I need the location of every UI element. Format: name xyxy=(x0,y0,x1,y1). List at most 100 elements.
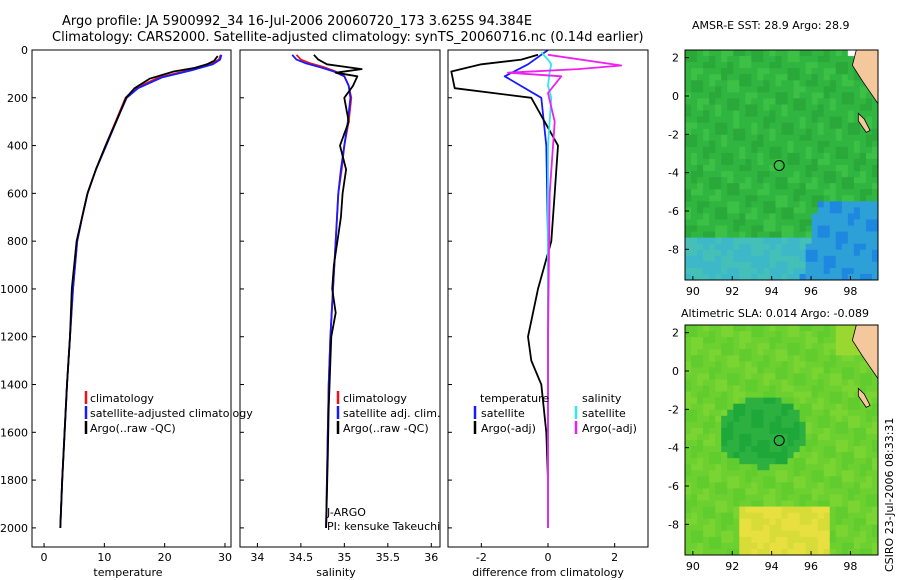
heatmap-cell xyxy=(823,261,831,269)
heatmap-cell xyxy=(703,171,710,178)
heatmap-cell xyxy=(691,379,698,387)
y-tick-label: -6 xyxy=(668,205,679,218)
heatmap-cell xyxy=(727,152,734,160)
heatmap-cell xyxy=(787,225,795,233)
heatmap-cell xyxy=(727,225,734,233)
heatmap-cell xyxy=(847,201,855,208)
heatmap-cell xyxy=(757,225,765,233)
heatmap-cell xyxy=(775,500,783,508)
heatmap-cell xyxy=(727,421,734,429)
heatmap-cell xyxy=(733,542,740,550)
heatmap-cell xyxy=(733,530,740,538)
heatmap-cell xyxy=(841,243,849,251)
heatmap-cell xyxy=(859,440,867,447)
heatmap-cell xyxy=(865,237,873,245)
heatmap-cell xyxy=(733,373,740,381)
heatmap-cell xyxy=(757,385,765,393)
heatmap-cell xyxy=(793,261,801,269)
heatmap-cell xyxy=(829,80,837,87)
heatmap-cell xyxy=(691,207,698,215)
heatmap-cell xyxy=(751,355,758,362)
heatmap-cell xyxy=(847,518,855,526)
heatmap-cell xyxy=(769,68,777,75)
heatmap-cell xyxy=(769,518,777,526)
heatmap-cell xyxy=(721,464,728,471)
heatmap-cell xyxy=(745,331,752,338)
heatmap-cell xyxy=(859,231,867,239)
heatmap-cell xyxy=(715,231,722,239)
heatmap-cell xyxy=(781,367,789,375)
heatmap-cell xyxy=(727,361,734,368)
heatmap-cell xyxy=(799,68,807,75)
heatmap-cell xyxy=(703,177,710,184)
heatmap-cell xyxy=(799,171,807,178)
heatmap-cell xyxy=(697,500,704,508)
legend-label-temp-argo: Argo(-adj) xyxy=(481,422,536,435)
heatmap-cell xyxy=(865,128,873,136)
heatmap-cell xyxy=(847,355,855,362)
heatmap-cell xyxy=(793,524,801,532)
heatmap-cell xyxy=(835,86,843,93)
heatmap-cell xyxy=(793,56,801,63)
heatmap-cell xyxy=(727,464,734,471)
heatmap-cell xyxy=(709,524,716,532)
heatmap-cell xyxy=(775,74,783,81)
heatmap-cell xyxy=(721,343,728,350)
heatmap-cell xyxy=(817,391,825,399)
heatmap-cell xyxy=(787,243,795,251)
heatmap-cell xyxy=(757,122,765,130)
heatmap-cell xyxy=(763,86,771,93)
heatmap-cell xyxy=(793,243,801,251)
heatmap-cell xyxy=(727,165,734,172)
heatmap-cell xyxy=(769,273,777,280)
heatmap-cell xyxy=(793,201,801,208)
heatmap-cell xyxy=(811,464,819,471)
heatmap-cell xyxy=(805,213,813,221)
heatmap-cell xyxy=(835,62,843,69)
heatmap-cell xyxy=(691,56,698,63)
heatmap-cell xyxy=(787,421,795,429)
heatmap-cell xyxy=(703,367,710,375)
heatmap-cell xyxy=(793,518,801,526)
heatmap-cell xyxy=(715,92,722,100)
heatmap-cell xyxy=(751,506,758,514)
heatmap-cell xyxy=(697,92,704,100)
heatmap-cell xyxy=(769,440,777,447)
heatmap-cell xyxy=(793,146,801,154)
heatmap-cell xyxy=(829,433,837,441)
heatmap-cell xyxy=(847,195,855,202)
heatmap-cell xyxy=(721,243,728,251)
y-tick-label: -6 xyxy=(668,480,679,493)
heatmap-cell xyxy=(769,542,777,550)
heatmap-cell xyxy=(799,325,807,332)
heatmap-cell xyxy=(769,261,777,269)
heatmap-cell xyxy=(817,397,825,405)
heatmap-cell xyxy=(787,201,795,208)
heatmap-cell xyxy=(787,261,795,269)
heatmap-cell xyxy=(727,56,734,63)
heatmap-cell xyxy=(829,355,837,362)
heatmap-cell xyxy=(859,548,867,555)
heatmap-cell xyxy=(781,243,789,251)
heatmap-cell xyxy=(853,249,861,257)
heatmap-cell xyxy=(763,68,771,75)
heatmap-cell xyxy=(757,355,765,362)
heatmap-cell xyxy=(871,183,878,190)
heatmap-cell xyxy=(811,273,819,280)
heatmap-cell xyxy=(763,409,771,417)
heatmap-cell xyxy=(685,536,692,544)
heatmap-cell xyxy=(787,183,795,190)
heatmap-cell xyxy=(733,361,740,368)
heatmap-cell xyxy=(835,446,843,453)
heatmap-cell xyxy=(787,249,795,257)
heatmap-cell xyxy=(769,140,777,148)
heatmap-cell xyxy=(763,261,771,269)
heatmap-cell xyxy=(757,415,765,423)
heatmap-cell xyxy=(787,415,795,423)
x-tick-label: 30 xyxy=(218,551,232,564)
heatmap-cell xyxy=(841,337,849,344)
heatmap-cell xyxy=(745,225,752,233)
heatmap-cell xyxy=(841,373,849,381)
salinity-xlabel: salinity xyxy=(316,566,356,579)
heatmap-cell xyxy=(853,189,861,196)
